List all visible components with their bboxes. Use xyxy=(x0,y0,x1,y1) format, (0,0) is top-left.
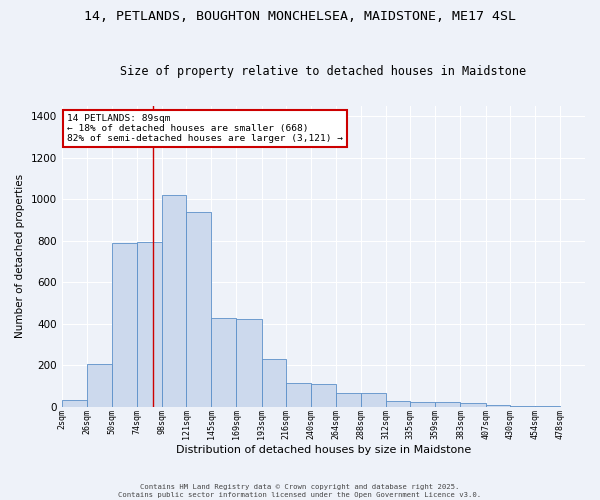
Bar xyxy=(286,383,311,406)
Bar xyxy=(262,359,286,406)
Bar xyxy=(460,402,485,406)
Bar xyxy=(485,404,509,406)
Bar xyxy=(236,318,262,406)
Bar xyxy=(410,402,436,406)
Bar xyxy=(336,393,361,406)
Text: Contains HM Land Registry data © Crown copyright and database right 2025.
Contai: Contains HM Land Registry data © Crown c… xyxy=(118,484,482,498)
Text: 14, PETLANDS, BOUGHTON MONCHELSEA, MAIDSTONE, ME17 4SL: 14, PETLANDS, BOUGHTON MONCHELSEA, MAIDS… xyxy=(84,10,516,23)
Bar xyxy=(436,402,460,406)
Bar xyxy=(386,402,410,406)
Title: Size of property relative to detached houses in Maidstone: Size of property relative to detached ho… xyxy=(120,66,526,78)
Bar xyxy=(361,393,386,406)
Bar xyxy=(311,384,336,406)
Bar xyxy=(62,400,87,406)
X-axis label: Distribution of detached houses by size in Maidstone: Distribution of detached houses by size … xyxy=(176,445,471,455)
Bar xyxy=(112,243,137,406)
Bar xyxy=(162,195,186,406)
Text: 14 PETLANDS: 89sqm
← 18% of detached houses are smaller (668)
82% of semi-detach: 14 PETLANDS: 89sqm ← 18% of detached hou… xyxy=(67,114,343,144)
Y-axis label: Number of detached properties: Number of detached properties xyxy=(15,174,25,338)
Bar xyxy=(137,242,162,406)
Bar xyxy=(186,212,211,406)
Bar xyxy=(211,318,236,406)
Bar xyxy=(87,364,112,406)
